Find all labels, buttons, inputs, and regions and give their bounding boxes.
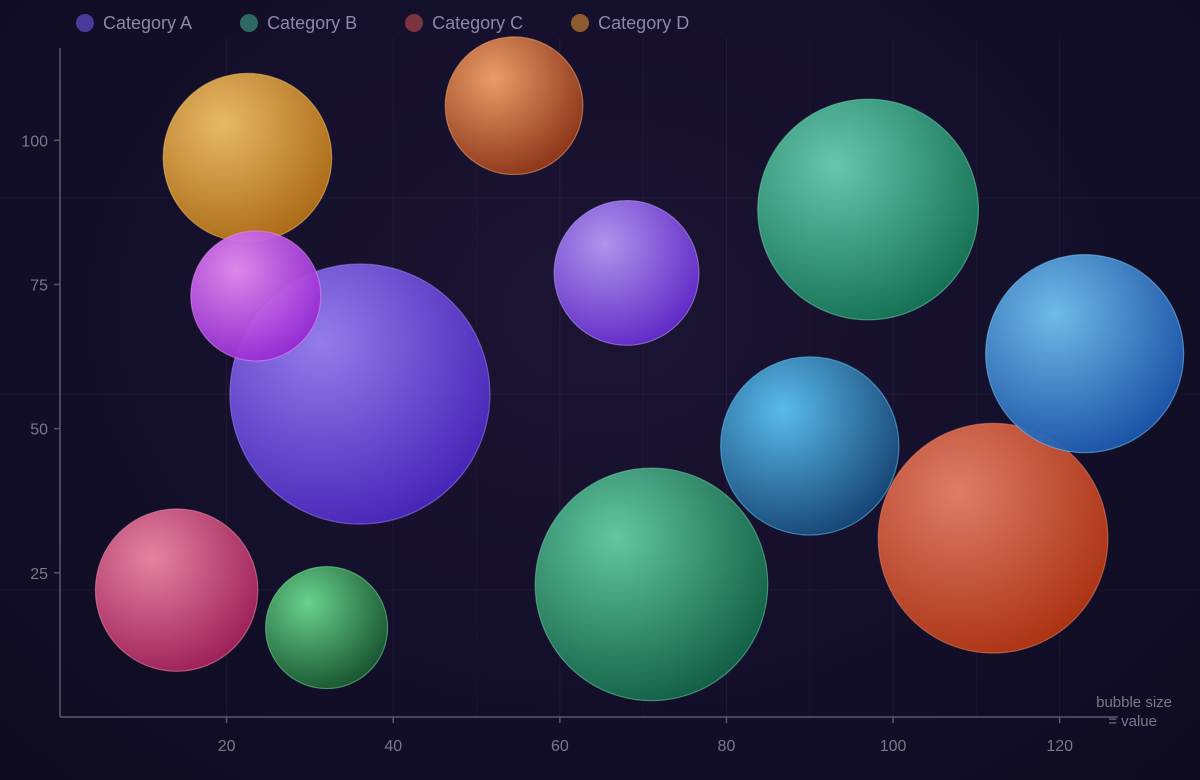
- bubble-point[interactable]: [985, 254, 1185, 454]
- legend-label: Category D: [598, 12, 690, 33]
- bubble-point[interactable]: [265, 566, 389, 690]
- y-tick-label: 50: [30, 422, 48, 439]
- bubble-point[interactable]: [444, 36, 584, 176]
- legend-swatch: [405, 14, 424, 32]
- bubble-point[interactable]: [720, 356, 900, 536]
- x-tick-label: 100: [880, 738, 907, 755]
- legend-swatch: [76, 14, 94, 32]
- legend-swatch: [571, 14, 590, 32]
- legend-item-category-c[interactable]: Category C: [405, 13, 523, 34]
- size-note-line-1: bubble size: [1096, 694, 1172, 711]
- bubble-point[interactable]: [877, 422, 1109, 654]
- axes: [54, 48, 1118, 723]
- x-tick-label: 40: [384, 738, 402, 755]
- y-tick-label: 25: [30, 566, 48, 583]
- legend-label: Category C: [432, 12, 524, 33]
- legend-label: Category A: [103, 12, 193, 33]
- bubble-point[interactable]: [94, 508, 259, 672]
- bubble-point[interactable]: [534, 467, 769, 702]
- legend-item-category-b[interactable]: Category B: [240, 13, 357, 34]
- y-tick-label: 100: [21, 133, 48, 150]
- size-note-line-2: = value: [1108, 713, 1157, 730]
- bubbles: [94, 36, 1185, 702]
- tick-labels: 20 40 60 80 100 120 25 50 75 100: [21, 133, 1073, 755]
- x-tick-label: 60: [551, 738, 569, 755]
- x-tick-label: 20: [218, 738, 236, 755]
- bubble-point[interactable]: [757, 98, 979, 321]
- y-tick-label: 75: [30, 277, 48, 294]
- legend-label: Category B: [267, 12, 358, 33]
- bubble-point[interactable]: [190, 230, 322, 362]
- legend-swatch: [240, 14, 259, 32]
- x-tick-label: 80: [718, 738, 736, 755]
- bubble-point[interactable]: [553, 199, 700, 346]
- bubble-point[interactable]: [162, 72, 333, 243]
- x-tick-label: 120: [1046, 738, 1073, 755]
- legend-item-category-a[interactable]: Category A: [76, 13, 192, 34]
- legend-item-category-d[interactable]: Category D: [571, 13, 689, 34]
- chart-legend: Category A Category B Category C Categor…: [76, 10, 737, 36]
